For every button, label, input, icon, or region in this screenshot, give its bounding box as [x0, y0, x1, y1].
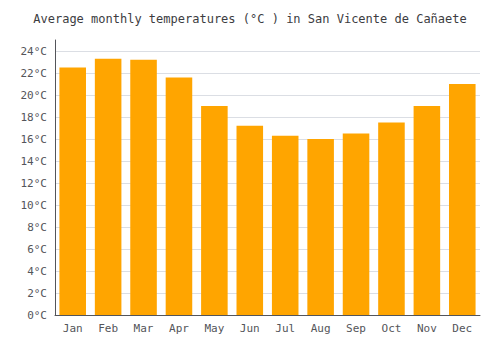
svg-text:May: May: [204, 322, 224, 335]
svg-text:22°C: 22°C: [21, 67, 48, 80]
svg-text:Average monthly temperatures (: Average monthly temperatures (°C ) in Sa…: [33, 12, 466, 26]
svg-text:Jul: Jul: [275, 322, 295, 335]
svg-text:Dec: Dec: [452, 322, 472, 335]
svg-text:0°C: 0°C: [27, 309, 47, 322]
svg-text:6°C: 6°C: [27, 243, 47, 256]
svg-text:Aug: Aug: [311, 322, 331, 335]
svg-text:Mar: Mar: [134, 322, 154, 335]
svg-text:14°C: 14°C: [21, 155, 48, 168]
svg-text:Jun: Jun: [240, 322, 260, 335]
svg-text:16°C: 16°C: [21, 133, 48, 146]
svg-text:Feb: Feb: [98, 322, 118, 335]
svg-text:18°C: 18°C: [21, 111, 48, 124]
svg-text:2°C: 2°C: [27, 287, 47, 300]
svg-text:Apr: Apr: [169, 322, 189, 335]
svg-text:Sep: Sep: [346, 322, 366, 335]
svg-text:10°C: 10°C: [21, 199, 48, 212]
svg-text:24°C: 24°C: [21, 45, 48, 58]
svg-text:12°C: 12°C: [21, 177, 48, 190]
svg-text:8°C: 8°C: [27, 221, 47, 234]
svg-text:4°C: 4°C: [27, 265, 47, 278]
svg-text:Jan: Jan: [63, 322, 83, 335]
svg-text:Oct: Oct: [382, 322, 402, 335]
svg-text:Nov: Nov: [417, 322, 437, 335]
svg-text:20°C: 20°C: [21, 89, 48, 102]
